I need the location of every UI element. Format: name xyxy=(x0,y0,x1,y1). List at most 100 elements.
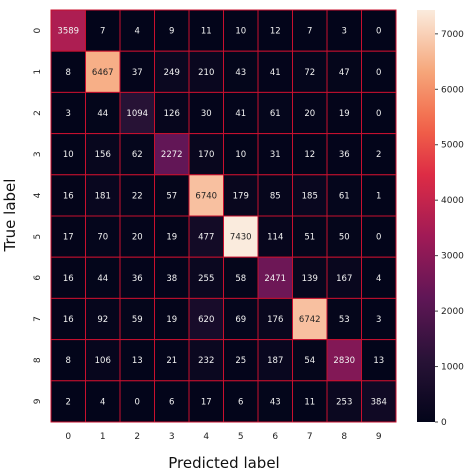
cell-value-6-2: 36 xyxy=(132,274,143,284)
cell-value-4-9: 1 xyxy=(376,191,381,201)
cell-2-1 xyxy=(85,91,121,135)
y-tick-2: 2 xyxy=(33,110,43,116)
y-tick-6: 6 xyxy=(33,275,43,281)
cell-value-8-4: 232 xyxy=(198,356,214,366)
cell-7-8 xyxy=(326,297,362,341)
cell-5-2 xyxy=(119,215,155,258)
cell-value-1-4: 210 xyxy=(198,68,214,78)
cell-4-6 xyxy=(257,174,293,217)
cell-value-2-4: 30 xyxy=(201,109,212,119)
cell-1-6 xyxy=(257,50,293,93)
cell-value-1-8: 47 xyxy=(339,68,350,78)
colorbar-tick-2: 2000 xyxy=(441,307,464,317)
cell-value-2-0: 3 xyxy=(66,109,71,119)
y-tick-4: 4 xyxy=(33,192,43,198)
cell-9-2 xyxy=(119,380,155,423)
cell-2-2 xyxy=(119,91,155,135)
cell-value-3-9: 2 xyxy=(376,150,381,160)
cell-0-1 xyxy=(85,9,121,52)
colorbar-tick-0: 0 xyxy=(441,418,447,428)
cell-value-6-7: 139 xyxy=(302,274,318,284)
cell-7-6 xyxy=(257,297,293,341)
cell-value-1-6: 41 xyxy=(270,68,281,78)
cell-value-2-3: 126 xyxy=(164,109,180,119)
cell-value-5-1: 70 xyxy=(97,233,108,243)
y-tick-labels: 0 1 2 3 4 5 6 7 8 9 xyxy=(33,27,43,404)
x-tick-7: 7 xyxy=(307,432,313,442)
cell-value-9-9: 384 xyxy=(371,397,387,407)
cell-7-3 xyxy=(154,297,190,341)
cell-1-8 xyxy=(326,50,362,93)
cell-value-6-4: 255 xyxy=(198,274,214,284)
cell-value-4-7: 185 xyxy=(302,191,318,201)
colorbar-tick-7: 7000 xyxy=(441,30,464,40)
cell-value-2-9: 0 xyxy=(376,109,381,119)
cell-value-1-5: 43 xyxy=(235,68,246,78)
cell-value-5-2: 20 xyxy=(132,233,143,243)
colorbar: 0 1000 2000 3000 4000 5000 6000 7000 xyxy=(417,10,464,428)
cell-value-3-4: 170 xyxy=(198,150,214,160)
cell-value-3-1: 156 xyxy=(95,150,111,160)
y-tick-9: 9 xyxy=(33,398,43,404)
cell-value-8-8: 2830 xyxy=(333,356,355,366)
cell-value-0-3: 9 xyxy=(169,27,174,37)
cell-5-5 xyxy=(223,215,259,258)
cell-9-3 xyxy=(154,380,190,423)
x-tick-0: 0 xyxy=(65,432,71,442)
cell-value-5-8: 50 xyxy=(339,233,350,243)
cell-5-8 xyxy=(326,215,362,258)
cell-value-6-9: 4 xyxy=(376,274,381,284)
cell-8-9 xyxy=(361,339,397,382)
x-tick-6: 6 xyxy=(272,432,278,442)
x-tick-1: 1 xyxy=(100,432,106,442)
y-tick-0: 0 xyxy=(33,27,43,33)
cell-value-7-2: 59 xyxy=(132,315,143,325)
cell-value-9-1: 4 xyxy=(100,397,105,407)
cell-value-7-8: 53 xyxy=(339,315,350,325)
cell-0-5 xyxy=(223,9,259,52)
cell-9-7 xyxy=(292,380,328,423)
cell-value-7-7: 6742 xyxy=(299,315,321,325)
cell-value-7-5: 69 xyxy=(235,315,246,325)
cell-value-1-1: 6467 xyxy=(92,68,114,78)
cell-value-7-3: 19 xyxy=(166,315,177,325)
cell-2-6 xyxy=(257,91,293,135)
cell-7-4 xyxy=(188,297,224,341)
cell-value-9-5: 6 xyxy=(238,397,243,407)
cell-value-0-4: 11 xyxy=(201,27,212,37)
cell-value-1-9: 0 xyxy=(376,68,381,78)
cell-value-3-6: 31 xyxy=(270,150,281,160)
x-tick-9: 9 xyxy=(376,432,382,442)
cell-4-8 xyxy=(326,174,362,217)
cell-value-6-1: 44 xyxy=(97,274,108,284)
colorbar-tick-5: 5000 xyxy=(441,141,464,151)
cell-value-4-8: 61 xyxy=(339,191,350,201)
cell-4-9 xyxy=(361,174,397,217)
cell-value-3-5: 10 xyxy=(235,150,246,160)
x-tick-labels: 0 1 2 3 4 5 6 7 8 9 xyxy=(65,432,382,442)
cell-9-0 xyxy=(50,380,86,423)
cell-5-4 xyxy=(188,215,224,258)
cell-7-9 xyxy=(361,297,397,341)
cell-8-0 xyxy=(50,339,86,382)
cell-1-7 xyxy=(292,50,328,93)
cell-9-8 xyxy=(326,380,362,423)
colorbar-tick-6: 6000 xyxy=(441,85,464,95)
cell-3-6 xyxy=(257,133,293,176)
cell-8-2 xyxy=(119,339,155,382)
cell-value-9-7: 11 xyxy=(304,397,315,407)
colorbar-tick-3: 3000 xyxy=(441,252,464,262)
y-tick-3: 3 xyxy=(33,151,43,157)
y-tick-5: 5 xyxy=(33,234,43,240)
cell-6-6 xyxy=(257,256,293,299)
cell-8-3 xyxy=(154,339,190,382)
cell-7-1 xyxy=(85,297,121,341)
x-axis-title: Predicted label xyxy=(168,454,279,472)
cell-2-8 xyxy=(326,91,362,135)
cell-value-0-1: 7 xyxy=(100,27,105,37)
cell-value-8-1: 106 xyxy=(95,356,111,366)
cell-value-5-9: 0 xyxy=(376,233,381,243)
cell-0-7 xyxy=(292,9,328,52)
cell-0-9 xyxy=(361,9,397,52)
